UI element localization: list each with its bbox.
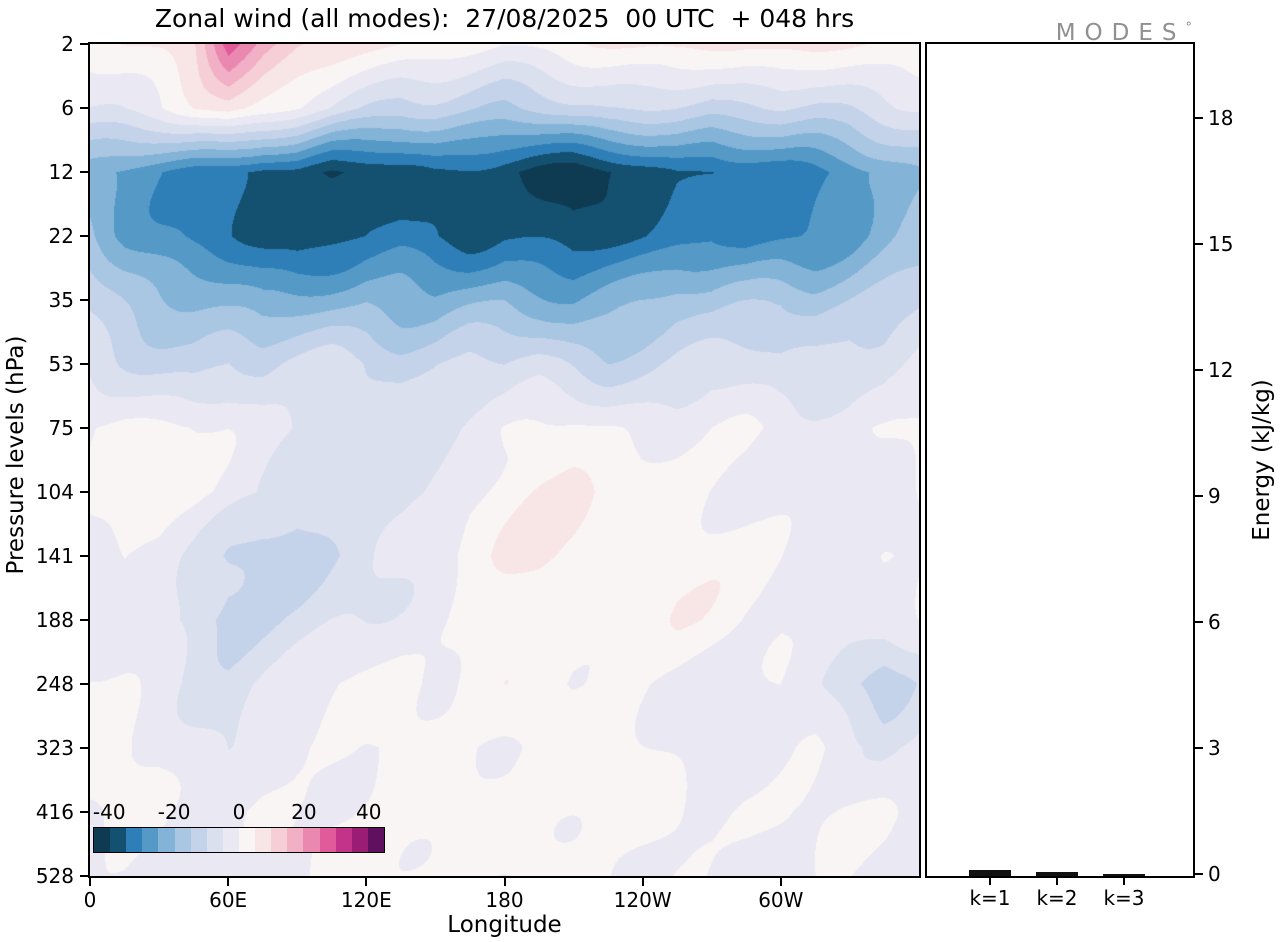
- energy-bar: [969, 870, 1011, 876]
- contour-canvas: [90, 44, 919, 876]
- k-tick: [989, 878, 991, 885]
- longitude-tick-label: 60W: [758, 888, 804, 912]
- pressure-tick: [80, 427, 88, 429]
- modes-logo: MODES°: [1056, 20, 1192, 46]
- energy-tick: [1195, 242, 1203, 245]
- pressure-tick: [80, 171, 88, 173]
- energy-tick: [1195, 620, 1203, 623]
- colorbar-segment: [126, 828, 143, 852]
- pressure-tick-label: 323: [35, 736, 74, 760]
- colorbar-segment: [335, 828, 352, 852]
- energy-tick: [1195, 368, 1203, 371]
- colorbar-segment: [142, 828, 159, 852]
- colorbar-segment: [222, 828, 239, 852]
- pressure-tick-label: 188: [35, 608, 74, 632]
- pressure-tick: [80, 811, 88, 813]
- pressure-tick-label: 22: [48, 224, 74, 248]
- pressure-tick-label: 104: [35, 480, 74, 504]
- colorbar-segment: [351, 828, 368, 852]
- pressure-tick-label: 75: [48, 416, 74, 440]
- pressure-tick-label: 416: [35, 800, 74, 824]
- k-tick: [1056, 878, 1058, 885]
- pressure-tick-label: 12: [48, 160, 74, 184]
- energy-tick: [1195, 494, 1203, 497]
- colorbar-segment: [94, 828, 111, 852]
- colorbar-tick-label: 40: [356, 800, 382, 824]
- k-tick-label: k=1: [969, 886, 1011, 910]
- colorbar-segment: [303, 828, 320, 852]
- longitude-tick-label: 120E: [340, 888, 392, 912]
- colorbar-tick-label: -20: [157, 800, 191, 824]
- k-tick-label: k=2: [1036, 886, 1078, 910]
- colorbar-segment: [287, 828, 304, 852]
- pressure-tick: [80, 683, 88, 685]
- pressure-tick: [80, 43, 88, 45]
- longitude-tick-label: 0: [83, 888, 97, 912]
- colorbar-segment: [206, 828, 223, 852]
- longitude-tick: [227, 878, 230, 886]
- longitude-tick-label: 180: [485, 888, 524, 912]
- energy-tick-label: 6: [1208, 609, 1221, 634]
- longitude-tick: [779, 878, 782, 886]
- colorbar-tick-label: 20: [291, 800, 317, 824]
- pressure-tick: [80, 555, 88, 557]
- pressure-tick-label: 53: [48, 352, 74, 376]
- chart-title: Zonal wind (all modes): 27/08/2025 00 UT…: [154, 4, 855, 33]
- longitude-tick: [641, 878, 644, 886]
- k-tick: [1123, 878, 1125, 885]
- pressure-tick: [80, 619, 88, 621]
- energy-tick: [1195, 873, 1203, 875]
- energy-tick-label: 12: [1208, 357, 1234, 382]
- energy-tick-label: 9: [1208, 483, 1221, 508]
- pressure-tick-label: 6: [61, 96, 74, 120]
- energy-tick-label: 18: [1208, 105, 1234, 130]
- pressure-tick: [80, 875, 88, 877]
- colorbar-tick-label: -40: [92, 800, 126, 824]
- k-tick-label: k=3: [1103, 886, 1145, 910]
- energy-tick: [1195, 746, 1203, 749]
- energy-bar: [1103, 874, 1145, 876]
- energy-bar: [1036, 872, 1078, 876]
- energy-tick-label: 0: [1208, 862, 1221, 886]
- colorbar-segment: [271, 828, 288, 852]
- colorbar-segment: [174, 828, 191, 852]
- pressure-tick: [80, 363, 88, 365]
- y-axis-label: Pressure levels (hPa): [3, 335, 29, 575]
- pressure-tick-label: 35: [48, 288, 74, 312]
- colorbar-segment: [319, 828, 336, 852]
- energy-panel: [925, 42, 1195, 878]
- modes-logo-mark: °: [1185, 20, 1193, 36]
- pressure-tick-label: 141: [35, 544, 74, 568]
- energy-tick-label: 3: [1208, 735, 1221, 760]
- right-axis-label: Energy (kJ/kg): [1249, 379, 1275, 541]
- pressure-tick: [80, 299, 88, 301]
- energy-tick-label: 15: [1208, 231, 1234, 256]
- longitude-tick: [89, 878, 91, 886]
- x-axis-label: Longitude: [447, 912, 562, 938]
- pressure-tick-label: 248: [35, 672, 74, 696]
- pressure-tick: [80, 491, 88, 493]
- contour-plot: [88, 42, 921, 878]
- colorbar-tick-label: 0: [232, 800, 246, 824]
- longitude-tick: [503, 878, 506, 886]
- colorbar-segment: [367, 828, 384, 852]
- colorbar: [93, 827, 385, 853]
- energy-tick: [1195, 116, 1203, 119]
- longitude-tick-label: 120W: [613, 888, 672, 912]
- pressure-tick: [80, 107, 88, 109]
- colorbar-segment: [255, 828, 272, 852]
- pressure-tick: [80, 747, 88, 749]
- colorbar-segment: [190, 828, 207, 852]
- pressure-tick-label: 528: [35, 864, 74, 888]
- longitude-tick: [365, 878, 368, 886]
- colorbar-segment: [238, 828, 256, 852]
- modes-logo-text: MODES: [1055, 20, 1186, 46]
- longitude-tick-label: 60E: [209, 888, 248, 912]
- pressure-tick: [80, 235, 88, 237]
- colorbar-segment: [158, 828, 175, 852]
- colorbar-segment: [110, 828, 127, 852]
- pressure-tick-label: 2: [61, 32, 74, 56]
